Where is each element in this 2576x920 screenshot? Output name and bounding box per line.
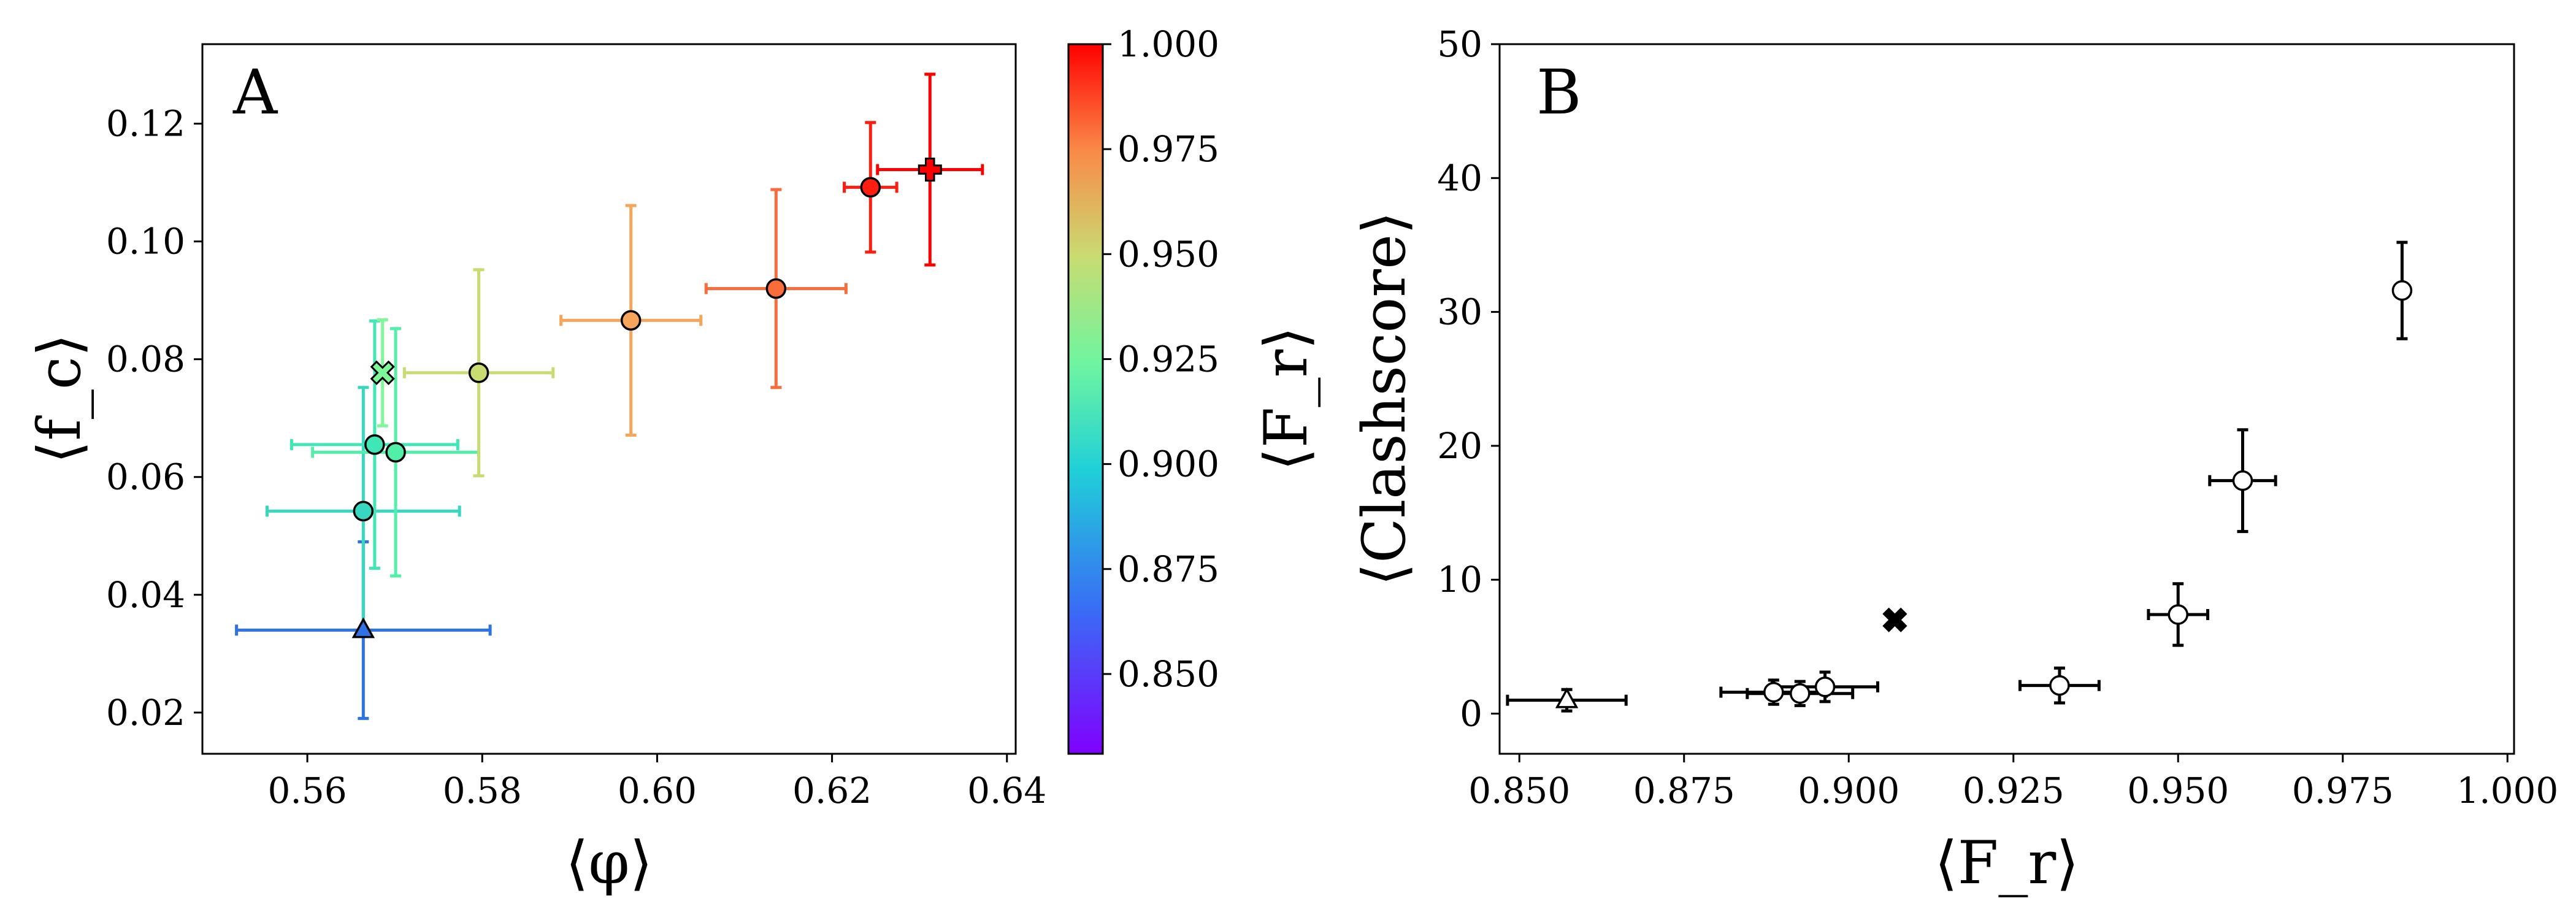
panel-b-markers — [1555, 280, 2413, 708]
data-point-circle — [385, 442, 406, 463]
colorbar-tick-label: 0.975 — [1117, 128, 1219, 170]
panel-a-errorbars — [235, 72, 984, 720]
panel-a-frame — [201, 43, 1017, 755]
data-point-triangle — [1555, 687, 1579, 708]
data-point-triangle — [351, 617, 375, 638]
data-point-circle — [2049, 675, 2070, 696]
data-point-circle — [1790, 683, 1811, 704]
data-point-circle — [2168, 604, 2188, 625]
panel-b-frame — [1498, 43, 2515, 755]
x-tick-label: 0.58 — [443, 770, 522, 811]
x-tick-label: 1.000 — [2456, 770, 2558, 811]
colorbar-tick-label: 0.850 — [1117, 653, 1219, 695]
y-tick-label: 10 — [1437, 559, 1482, 600]
colorbar-tick-label: 0.925 — [1117, 338, 1219, 380]
x-tick-label: 0.64 — [967, 770, 1046, 811]
x-tick-label: 0.875 — [1633, 770, 1735, 811]
x-tick-label: 0.950 — [2127, 770, 2229, 811]
colorbar-ticks: 0.850 0.875 0.900 0.925 0.950 0.975 1.000 — [1103, 23, 1219, 695]
x-tick-label: 0.56 — [268, 770, 347, 811]
panel-b-scatter: 0.850 0.875 0.900 0.925 0.950 0.975 1.000 0 10 2… — [1350, 23, 2558, 897]
y-tick-label: 20 — [1437, 425, 1482, 467]
colorbar-label: ⟨F_r⟩ — [1252, 326, 1321, 470]
y-tick-label: 0.12 — [106, 103, 185, 145]
x-tick-label: 0.900 — [1798, 770, 1899, 811]
x-tick-label: 0.62 — [792, 770, 872, 811]
panel-a-x-axis-label: ⟨φ⟩ — [565, 829, 653, 897]
panel-b-y-axis-label: ⟨Clashscore⟩ — [1350, 212, 1419, 586]
data-point-circle — [860, 177, 881, 198]
panel-a-y-axis-label: ⟨f_c⟩ — [25, 334, 94, 464]
x-tick-label: 0.975 — [2292, 770, 2394, 811]
y-tick-label: 30 — [1437, 291, 1482, 333]
data-point-circle — [353, 500, 374, 522]
data-point-x — [1882, 607, 1907, 632]
colorbar-tick-label: 0.900 — [1117, 443, 1219, 485]
data-point-circle — [620, 310, 642, 331]
data-point-circle — [364, 434, 385, 455]
y-tick-label: 0.04 — [106, 574, 185, 616]
data-point-circle — [468, 362, 489, 383]
colorbar: 0.850 0.875 0.900 0.925 0.950 0.975 1.000 ⟨F_r… — [1067, 23, 1321, 755]
data-point-x — [370, 360, 395, 385]
panel-b-x-ticks: 0.850 0.875 0.900 0.925 0.950 0.975 1.000 — [1468, 754, 2558, 811]
panel-b-label: B — [1536, 56, 1582, 128]
data-point-plus — [918, 158, 942, 182]
panel-b-errorbars — [1506, 240, 2408, 713]
colorbar-tick-label: 0.950 — [1117, 233, 1219, 275]
data-point-circle — [2232, 470, 2253, 491]
panel-a-label: A — [232, 56, 278, 128]
y-tick-label: 0 — [1460, 693, 1482, 735]
y-tick-label: 40 — [1437, 157, 1482, 199]
x-tick-label: 0.850 — [1468, 770, 1570, 811]
panel-a-x-ticks: 0.56 0.58 0.60 0.62 0.64 — [268, 754, 1046, 811]
colorbar-tick-label: 1.000 — [1117, 23, 1219, 65]
data-point-circle — [1814, 677, 1836, 697]
panel-a-scatter: 0.56 0.58 0.60 0.62 0.64 0.02 0.04 0.06 0.08 0.1… — [25, 43, 1046, 897]
colorbar-tick-label: 0.875 — [1117, 548, 1219, 590]
y-tick-label: 0.08 — [106, 339, 185, 380]
panel-b-x-axis-label: ⟨F_r⟩ — [1934, 829, 2079, 897]
y-tick-label: 0.02 — [106, 692, 185, 734]
data-point-circle — [2391, 280, 2413, 301]
y-tick-label: 50 — [1437, 23, 1482, 65]
data-point-circle — [1763, 681, 1784, 703]
y-tick-label: 0.10 — [106, 221, 185, 263]
data-point-circle — [765, 278, 787, 299]
x-tick-label: 0.925 — [1963, 770, 2064, 811]
y-tick-label: 0.06 — [106, 456, 185, 498]
panel-a-y-ticks: 0.02 0.04 0.06 0.08 0.10 0.12 — [106, 103, 202, 734]
panel-b-y-ticks: 0 10 20 30 40 50 — [1437, 23, 1500, 735]
panel-a-markers — [351, 158, 942, 638]
x-tick-label: 0.60 — [618, 770, 697, 811]
colorbar-gradient — [1067, 43, 1104, 755]
